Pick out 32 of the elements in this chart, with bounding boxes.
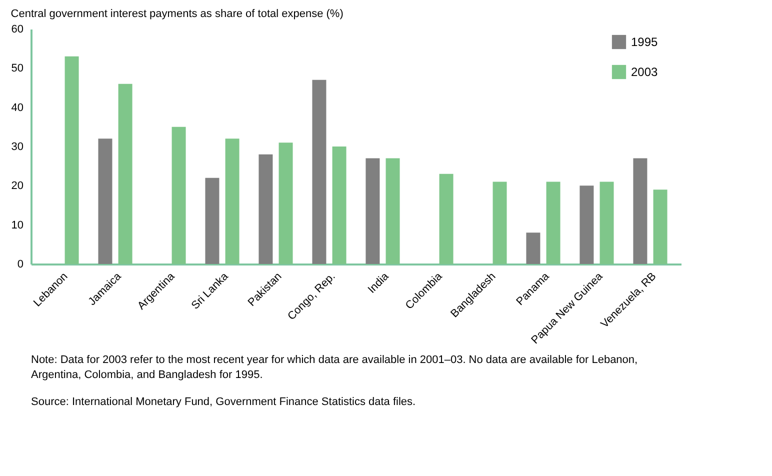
bar: [386, 158, 400, 264]
y-tick-label: 20: [11, 180, 24, 192]
text: Note: Data for 2003 refer to the most recent year for which data are available in 2001–03. No data are available for Lebanon, Argentina, Colombia, and Bangladesh for 1995.: [31, 354, 638, 381]
y-tick-label: 10: [11, 219, 24, 232]
bar: [546, 182, 560, 264]
y-tick-label: 0: [17, 258, 24, 270]
y-tick-label: 30: [11, 141, 24, 153]
y-tick-label: 40: [11, 102, 24, 114]
bar: [98, 138, 112, 264]
chart-title: Central government interest payments as share of total expense (%): [10, 8, 344, 20]
bar: [653, 190, 668, 264]
bar: [64, 56, 79, 264]
legend-label: 2003: [631, 65, 658, 79]
bar: [580, 186, 594, 264]
bar: [492, 182, 507, 264]
bar: [172, 126, 186, 264]
bar: [225, 138, 240, 264]
bar: [258, 154, 273, 264]
bar: [526, 232, 540, 264]
bar: [633, 158, 648, 264]
y-tick-label: 60: [11, 24, 24, 36]
bar: [332, 146, 346, 264]
bar: [366, 158, 380, 264]
y-tick-label: 50: [11, 62, 24, 75]
legend-label: 1995: [631, 35, 658, 49]
bar: [312, 80, 326, 264]
bar: [439, 174, 454, 264]
source-note: Source: International Monetary Fund, Government Finance Statistics data files.: [31, 396, 416, 408]
bar: [600, 182, 614, 264]
bar: [278, 142, 293, 264]
bar: [118, 84, 132, 264]
bar: [205, 178, 220, 264]
